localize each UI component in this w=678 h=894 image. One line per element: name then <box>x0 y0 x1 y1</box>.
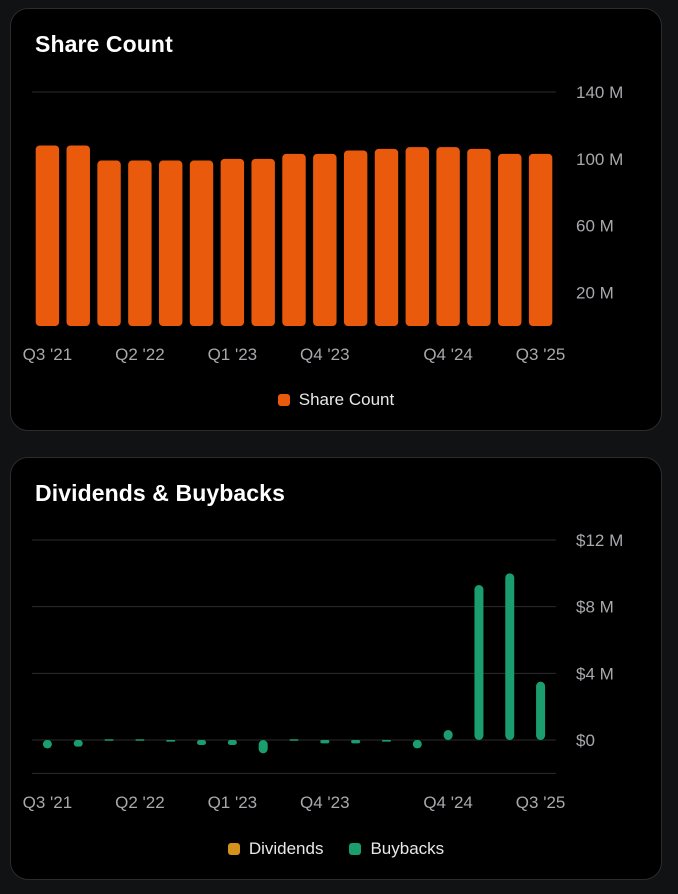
dividends-buybacks-title: Dividends & Buybacks <box>35 480 285 506</box>
buybacks-swatch <box>349 843 362 855</box>
dividends-buybacks-chart: $12 M $8 M $4 M $0 Q3 '21 Q2 '22 Q1 '23 Q4 '23 Q… <box>23 531 624 812</box>
buyback-bar[interactable] <box>381 740 391 742</box>
x-tick-label: Q4 '23 <box>300 793 350 812</box>
share-count-bar[interactable] <box>313 153 337 326</box>
y-tick-label: $12 M <box>576 531 623 550</box>
y-tick-label: $8 M <box>576 598 614 617</box>
share-count-chart: 140 M 100 M 60 M 20 M Q3 '21 Q2 '22 Q1 '23 Q4 '… <box>23 83 624 364</box>
y-tick-label: $4 M <box>576 664 614 683</box>
buyback-bar[interactable] <box>505 573 515 740</box>
y-tick-label: 140 M <box>576 83 623 102</box>
buyback-bar[interactable] <box>166 740 176 742</box>
buyback-bar[interactable] <box>320 740 330 744</box>
x-tick-label: Q2 '22 <box>115 793 165 812</box>
y-tick-label: $0 <box>576 731 595 750</box>
buyback-bar[interactable] <box>42 740 52 749</box>
x-tick-label: Q3 '21 <box>23 793 73 812</box>
share-count-legend: Share Count <box>11 390 661 410</box>
buyback-bar[interactable] <box>351 740 361 744</box>
buyback-bar[interactable] <box>135 739 145 741</box>
x-tick-label: Q1 '23 <box>208 793 258 812</box>
legend-item-share-count[interactable]: Share Count <box>277 390 395 410</box>
buyback-bar[interactable] <box>443 730 453 740</box>
buyback-bar[interactable] <box>73 740 83 747</box>
share-count-bar[interactable] <box>220 158 245 326</box>
x-tick-label: Q4 '24 <box>423 345 473 364</box>
share-count-bar[interactable] <box>35 145 60 326</box>
share-count-bar[interactable] <box>66 145 90 326</box>
dividends-buybacks-legend: Dividends Buybacks <box>11 839 661 859</box>
legend-label-buybacks: Buybacks <box>370 839 445 858</box>
buyback-bar[interactable] <box>104 739 114 741</box>
share-count-bar[interactable] <box>436 147 460 326</box>
y-tick-label: 100 M <box>576 150 623 169</box>
buyback-bar[interactable] <box>258 740 268 754</box>
share-count-bar[interactable] <box>189 160 214 326</box>
share-count-bar[interactable] <box>498 153 522 326</box>
share-count-bar[interactable] <box>251 158 275 326</box>
x-tick-label: Q3 '25 <box>516 793 566 812</box>
x-tick-label: Q4 '24 <box>423 793 473 812</box>
share-count-bar[interactable] <box>282 153 306 326</box>
buyback-bar[interactable] <box>412 740 422 749</box>
share-count-swatch <box>277 394 290 406</box>
x-tick-label: Q2 '22 <box>115 345 165 364</box>
legend-item-buybacks[interactable]: Buybacks <box>349 839 444 859</box>
buyback-bar[interactable] <box>289 739 299 741</box>
share-count-title: Share Count <box>35 31 173 57</box>
legend-item-dividends[interactable]: Dividends <box>227 839 324 859</box>
legend-label-share-count: Share Count <box>298 390 395 409</box>
x-tick-label: Q4 '23 <box>300 345 350 364</box>
y-tick-label: 20 M <box>576 284 614 303</box>
share-count-bar[interactable] <box>374 148 399 326</box>
buyback-bar[interactable] <box>197 740 207 745</box>
share-count-bar[interactable] <box>343 150 368 327</box>
share-count-bar[interactable] <box>467 148 491 326</box>
share-count-card: Share Count 140 M 100 M 60 M 20 M Q3 '21 Q2 '… <box>10 8 662 431</box>
dividends-buybacks-card: Dividends & Buybacks $12 M $8 M $4 M $0 Q3 '… <box>10 457 662 880</box>
share-count-bar[interactable] <box>405 147 430 326</box>
buyback-bar[interactable] <box>474 585 484 740</box>
y-tick-label: 60 M <box>576 217 614 236</box>
x-tick-label: Q1 '23 <box>208 345 258 364</box>
legend-label-dividends: Dividends <box>248 839 324 858</box>
share-count-bar[interactable] <box>528 153 553 326</box>
buyback-bar[interactable] <box>227 740 237 745</box>
share-count-bar[interactable] <box>128 160 152 326</box>
x-tick-label: Q3 '25 <box>516 345 566 364</box>
share-count-bar[interactable] <box>97 160 121 326</box>
share-count-bar[interactable] <box>158 160 183 326</box>
x-tick-label: Q3 '21 <box>23 345 73 364</box>
buyback-bar[interactable] <box>536 681 546 740</box>
dividends-swatch <box>227 843 240 855</box>
